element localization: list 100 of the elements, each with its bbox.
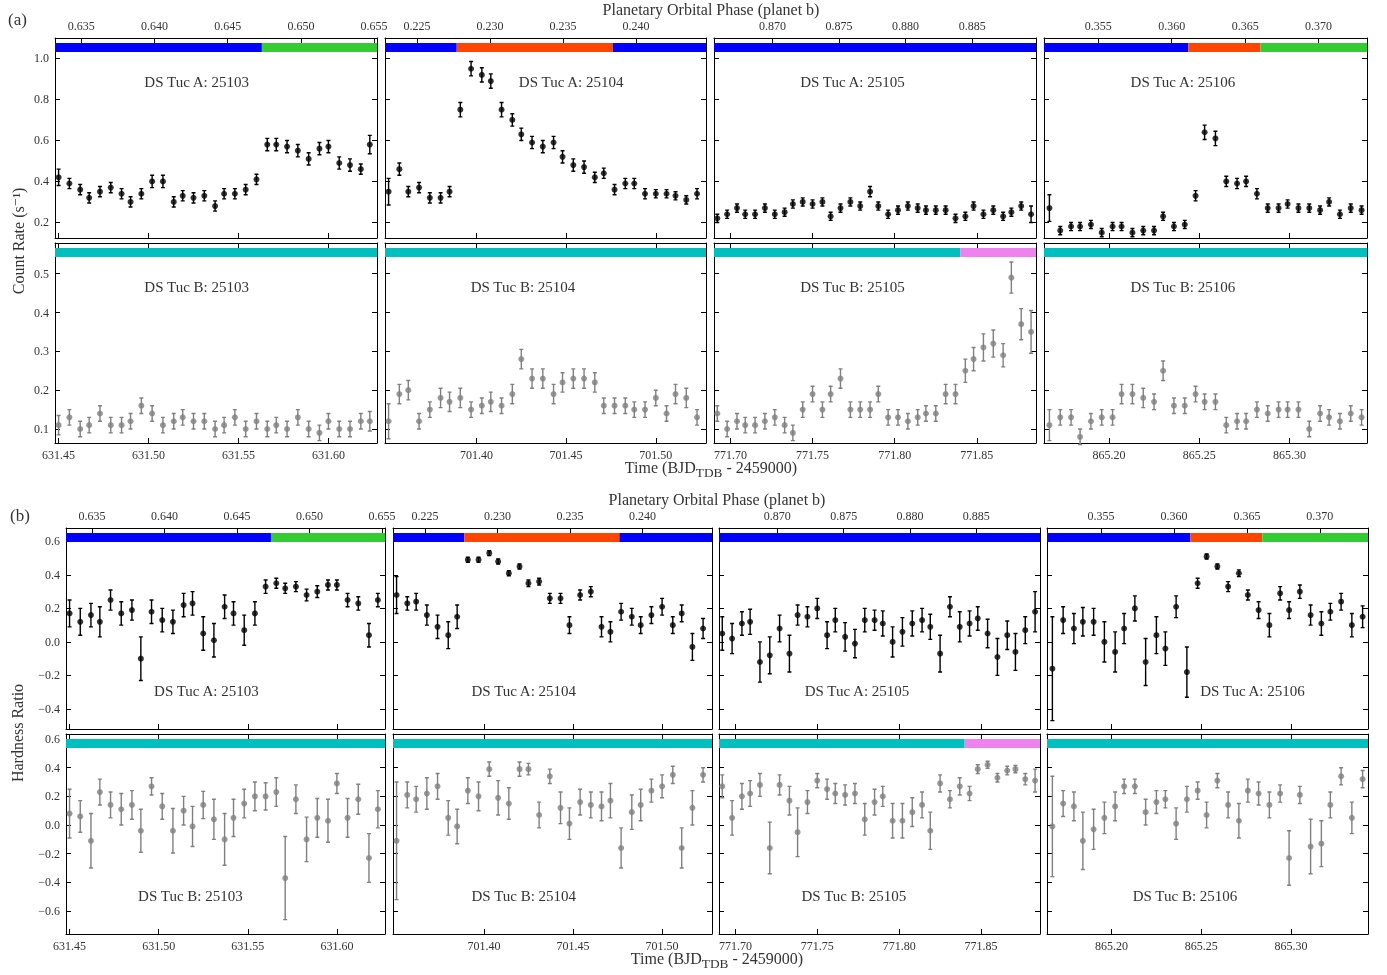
x-tick-label: 865.20 bbox=[1095, 939, 1129, 953]
annotation: DS Tuc B: 25106 bbox=[1132, 888, 1238, 904]
x-tick-label: 701.50 bbox=[645, 939, 679, 953]
x2-tick-label: 0.870 bbox=[759, 19, 787, 33]
annotation: DS Tuc B: 25105 bbox=[800, 279, 905, 295]
y-tick-label: 0.4 bbox=[45, 760, 60, 775]
x-tick-label: 631.55 bbox=[231, 939, 265, 953]
x-tick-label: 631.55 bbox=[221, 448, 255, 462]
x-tick-label: 771.80 bbox=[878, 448, 912, 462]
x-tick-label: 701.50 bbox=[639, 448, 673, 462]
x-tick-label: 631.50 bbox=[142, 939, 176, 953]
y-tick-label: 0.3 bbox=[34, 344, 49, 359]
x-tick-label: 701.45 bbox=[549, 448, 583, 462]
x2-tick-label: 0.360 bbox=[1158, 19, 1186, 33]
y-tick-label: −0.4 bbox=[38, 701, 60, 716]
x2-tick-label: 0.635 bbox=[67, 19, 95, 33]
annotation: DS Tuc B: 25105 bbox=[801, 888, 907, 904]
x2-tick-label: 0.875 bbox=[825, 19, 853, 33]
x-tick-label: 865.30 bbox=[1274, 939, 1308, 953]
y-tick-label: −0.2 bbox=[38, 846, 60, 861]
x-tick-label: 631.60 bbox=[320, 939, 354, 953]
annotation: DS Tuc B: 25103 bbox=[138, 888, 243, 904]
x2-tick-label: 0.645 bbox=[223, 509, 251, 523]
y-axis-title: Hardness Ratio bbox=[9, 683, 27, 783]
x-tick-label: 771.85 bbox=[964, 939, 998, 953]
x-tick-label: 865.25 bbox=[1182, 448, 1216, 462]
annotation: DS Tuc A: 25106 bbox=[1200, 682, 1306, 699]
x-tick-label: 631.45 bbox=[53, 939, 87, 953]
y-tick-label: 0.2 bbox=[45, 601, 60, 616]
x2-tick-label: 0.370 bbox=[1306, 509, 1334, 523]
x-tick-label: 865.30 bbox=[1272, 448, 1306, 462]
x-tick-label: 631.50 bbox=[132, 448, 166, 462]
annotation: DS Tuc B: 25104 bbox=[471, 888, 577, 904]
annotation: DS Tuc B: 25104 bbox=[470, 279, 576, 295]
y-tick-label: 0.2 bbox=[45, 789, 60, 804]
y-tick-label: 0.6 bbox=[34, 133, 49, 148]
x2-tick-label: 0.645 bbox=[214, 19, 242, 33]
x-tick-label: 865.20 bbox=[1092, 448, 1126, 462]
x2-tick-label: 0.230 bbox=[476, 19, 504, 33]
x2-tick-label: 0.880 bbox=[892, 19, 920, 33]
x2-axis-title: Planetary Orbital Phase (planet b) bbox=[602, 1, 820, 19]
y-tick-label: −0.6 bbox=[38, 904, 60, 919]
x2-tick-label: 0.885 bbox=[958, 19, 986, 33]
x2-tick-label: 0.655 bbox=[360, 19, 388, 33]
x-tick-label: 701.45 bbox=[556, 939, 590, 953]
annotation: DS Tuc A: 25105 bbox=[800, 74, 905, 90]
annotation: DS Tuc A: 25106 bbox=[1130, 74, 1236, 90]
y-tick-label: 1.0 bbox=[34, 51, 49, 66]
x2-tick-label: 0.640 bbox=[151, 509, 179, 523]
x2-tick-label: 0.360 bbox=[1160, 509, 1188, 523]
x2-tick-label: 0.650 bbox=[296, 509, 324, 523]
x2-tick-label: 0.235 bbox=[549, 19, 577, 33]
y-tick-label: 0.5 bbox=[34, 266, 49, 281]
x2-tick-label: 0.355 bbox=[1084, 19, 1112, 33]
y-tick-label: 0.0 bbox=[45, 818, 60, 833]
x-tick-label: 771.85 bbox=[960, 448, 994, 462]
x-tick-label: 631.60 bbox=[311, 448, 345, 462]
y-tick-label: 0.4 bbox=[34, 174, 49, 189]
y-tick-label: 0.0 bbox=[45, 634, 60, 649]
x-tick-label: 701.40 bbox=[467, 939, 501, 953]
x2-tick-label: 0.370 bbox=[1305, 19, 1333, 33]
x-axis-title: Time (BJD$_{TDB}$ - 2459000) bbox=[624, 459, 798, 481]
x2-tick-label: 0.225 bbox=[411, 509, 439, 523]
x-tick-label: 771.80 bbox=[882, 939, 916, 953]
x2-axis-title: Planetary Orbital Phase (planet b) bbox=[608, 491, 826, 509]
x-tick-label: 865.25 bbox=[1184, 939, 1218, 953]
x2-tick-label: 0.355 bbox=[1087, 509, 1115, 523]
x2-tick-label: 0.655 bbox=[368, 509, 396, 523]
x2-tick-label: 0.870 bbox=[763, 509, 791, 523]
annotation: DS Tuc B: 25106 bbox=[1130, 279, 1236, 295]
x-tick-label: 631.45 bbox=[42, 448, 76, 462]
chart-title: (a) bbox=[8, 10, 27, 30]
y-tick-label: 0.6 bbox=[45, 534, 60, 549]
y-tick-label: 0.1 bbox=[34, 422, 49, 437]
y-tick-label: 0.6 bbox=[45, 732, 60, 747]
x2-tick-label: 0.365 bbox=[1233, 509, 1261, 523]
annotation: DS Tuc A: 25104 bbox=[518, 74, 624, 90]
x-tick-label: 771.70 bbox=[713, 448, 747, 462]
y-tick-label: 0.8 bbox=[34, 92, 49, 107]
x2-tick-label: 0.635 bbox=[78, 509, 106, 523]
x2-tick-label: 0.880 bbox=[896, 509, 924, 523]
x-tick-label: 701.40 bbox=[459, 448, 493, 462]
x-tick-label: 771.70 bbox=[718, 939, 752, 953]
x2-tick-label: 0.875 bbox=[830, 509, 858, 523]
x2-tick-label: 0.650 bbox=[287, 19, 315, 33]
y-tick-label: 0.4 bbox=[34, 305, 49, 320]
chart-title: (b) bbox=[10, 506, 30, 526]
y-axis-title: Count Rate (s⁻¹) bbox=[8, 187, 28, 295]
x2-tick-label: 0.240 bbox=[622, 19, 650, 33]
x-tick-label: 771.75 bbox=[796, 448, 830, 462]
x2-tick-label: 0.235 bbox=[556, 509, 584, 523]
y-tick-label: 0.2 bbox=[34, 383, 49, 398]
x-axis-title: Time (BJD$_{TDB}$ - 2459000) bbox=[630, 950, 804, 972]
x2-tick-label: 0.365 bbox=[1231, 19, 1259, 33]
x2-tick-label: 0.240 bbox=[628, 509, 656, 523]
x-tick-label: 771.75 bbox=[800, 939, 834, 953]
y-tick-label: −0.4 bbox=[38, 875, 60, 890]
annotation: DS Tuc B: 25103 bbox=[144, 279, 249, 295]
x2-tick-label: 0.640 bbox=[141, 19, 169, 33]
annotation: DS Tuc A: 25105 bbox=[804, 682, 910, 699]
